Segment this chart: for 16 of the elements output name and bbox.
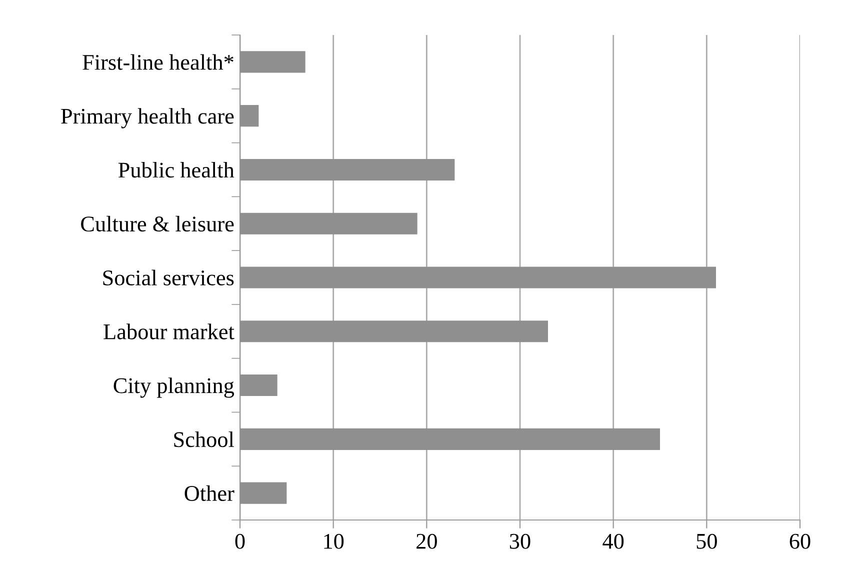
y-tick-label: First-line health*: [82, 54, 234, 70]
x-tick-label: 60: [790, 534, 810, 549]
y-tick-label: School: [174, 431, 234, 448]
x-tick-label: 0: [235, 534, 245, 549]
x-tick-label: 20: [416, 534, 437, 549]
y-tick-label: Other: [184, 485, 234, 501]
x-tick-label: 30: [510, 534, 530, 549]
x-tick-label: 40: [602, 534, 624, 549]
y-tick-label: City planning: [114, 378, 234, 398]
x-tick-label: 50: [696, 534, 717, 549]
x-tick-label: 10: [324, 534, 344, 549]
y-tick-label: Labour market: [104, 324, 234, 340]
y-tick-label: Culture & leisure: [81, 216, 234, 232]
y-tick-label: Social services: [103, 270, 234, 286]
y-tick-label: Public health: [118, 162, 234, 178]
y-tick-label: Primary health care: [61, 108, 234, 128]
